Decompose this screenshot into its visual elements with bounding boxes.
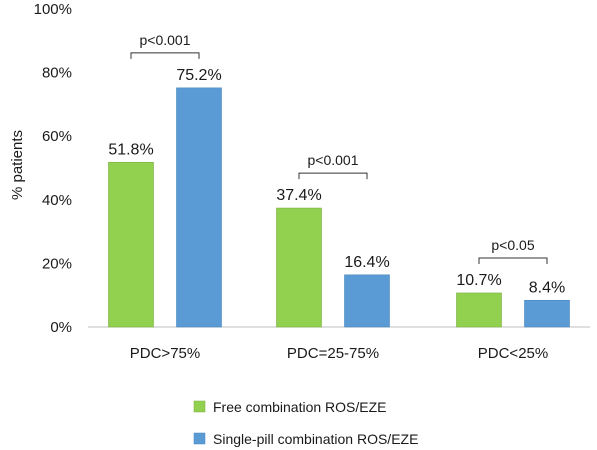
p-value-label: p<0.05 (491, 237, 534, 253)
legend: Free combination ROS/EZE Single-pill com… (193, 399, 418, 447)
y-axis-ticks: 0% 20% 40% 60% 80% 100% (34, 1, 72, 336)
data-label: 10.7% (456, 272, 501, 289)
y-axis-label: % patients (9, 130, 26, 200)
bar (456, 292, 502, 328)
data-label: 37.4% (276, 187, 321, 204)
y-tick-label: 40% (42, 192, 72, 209)
data-label: 51.8% (108, 141, 153, 158)
y-tick-label: 0% (50, 319, 72, 336)
x-category-label: PDC<25% (478, 345, 548, 362)
significance-bracket (130, 52, 200, 59)
y-tick-label: 60% (42, 128, 72, 145)
x-category-label: PDC=25-75% (287, 345, 379, 362)
bar (108, 161, 154, 328)
data-labels: 51.8% 75.2% 37.4% 16.4% 10.7% 8.4% (108, 67, 565, 296)
bar (344, 274, 390, 328)
p-value-label: p<0.001 (308, 152, 359, 168)
bars (108, 87, 570, 328)
bar (524, 299, 570, 328)
y-tick-label: 100% (34, 1, 72, 18)
legend-swatch-single-pill (193, 432, 206, 445)
legend-swatch-free-combination (193, 400, 206, 413)
data-label: 16.4% (344, 254, 389, 271)
p-value-label: p<0.001 (140, 32, 191, 48)
x-category-label: PDC>75% (130, 345, 200, 362)
significance-bracket (478, 257, 548, 264)
bar (276, 207, 322, 328)
y-tick-label: 80% (42, 65, 72, 82)
x-axis-categories: PDC>75% PDC=25-75% PDC<25% (130, 345, 548, 362)
significance-bracket (298, 172, 368, 180)
significance-brackets: p<0.001 p<0.001 p<0.05 (130, 32, 548, 264)
legend-label-single-pill: Single-pill combination ROS/EZE (213, 431, 418, 447)
bar (176, 87, 222, 328)
y-tick-label: 20% (42, 255, 72, 272)
legend-label-free-combination: Free combination ROS/EZE (213, 399, 387, 415)
data-label: 8.4% (529, 279, 565, 296)
data-label: 75.2% (176, 67, 221, 84)
